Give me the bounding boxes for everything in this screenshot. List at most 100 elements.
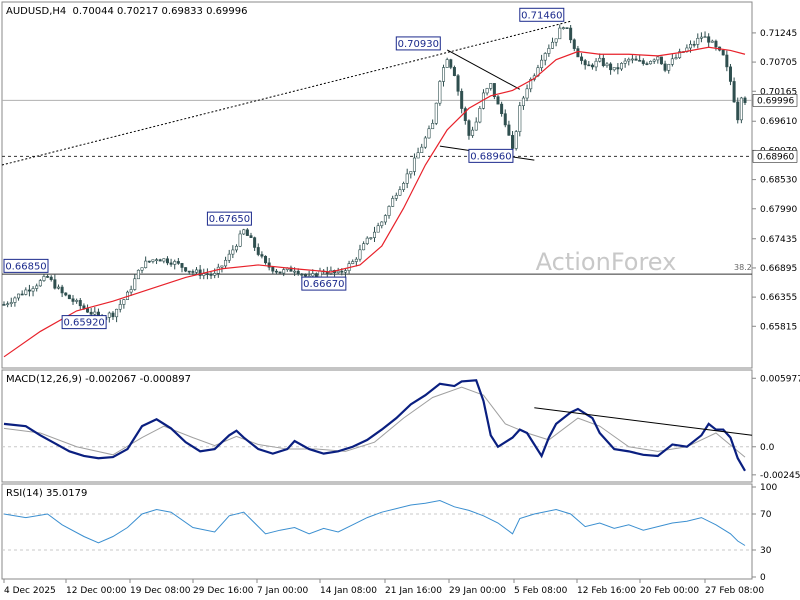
candle-body: [707, 36, 711, 43]
price-annotation-label: 0.68960: [470, 151, 511, 162]
x-axis-tick-label: 19 Dec 08:00: [130, 586, 191, 596]
rsi-tick-label: 100: [760, 483, 777, 493]
candle-body: [616, 67, 620, 70]
candle-body: [663, 63, 667, 71]
x-axis-labels: 4 Dec 2025 12 Dec 00:00 19 Dec 08:00 29 Dec…: [3, 579, 764, 596]
candle-body: [64, 292, 68, 296]
candle-body: [86, 308, 90, 313]
candle-body: [369, 237, 373, 239]
candle-body: [569, 27, 573, 41]
candle-body: [550, 41, 554, 49]
candle-body: [60, 286, 64, 294]
candle-body: [220, 265, 224, 268]
candle-body: [627, 58, 631, 62]
candle-body: [144, 260, 148, 268]
candle-body: [264, 255, 268, 264]
macd-tick-label: -0.00245: [760, 471, 800, 481]
x-axis-tick-label: 7 Jan 00:00: [257, 586, 309, 596]
x-axis-tick-label: 20 Feb 00:00: [640, 586, 699, 596]
price-annotation-box: [468, 148, 514, 163]
candle-body: [213, 273, 217, 276]
candle-body: [678, 51, 682, 58]
price-tick-label: 0.65815: [760, 322, 797, 332]
candle-body: [656, 56, 660, 61]
rsi-tick-label: 70: [760, 510, 772, 520]
candle-body: [184, 267, 188, 272]
price-annotation-box: [519, 7, 565, 22]
candle-body: [9, 302, 13, 305]
candle-body: [445, 59, 449, 68]
candle-body: [594, 60, 598, 68]
candle-body: [245, 229, 249, 236]
price-tick-label: 0.70165: [760, 87, 797, 97]
candle-body: [416, 152, 420, 159]
candle-body: [271, 266, 275, 272]
candle-body: [580, 56, 584, 61]
candle-body: [583, 60, 587, 66]
rsi-title: RSI(14) 35.0179: [6, 488, 87, 499]
candle-body: [689, 43, 693, 49]
price-tick-label: 0.67990: [760, 205, 797, 215]
candle-body: [42, 276, 46, 281]
candle-body: [202, 273, 206, 276]
candle-body: [365, 237, 369, 244]
macd-panel-frame: [1, 369, 753, 483]
x-axis-tick-label: 14 Jan 08:00: [320, 586, 377, 596]
candle-body: [547, 48, 551, 54]
candle-body: [412, 157, 416, 172]
candle-body: [274, 270, 278, 273]
macd-tick-label: 0.0: [760, 443, 775, 453]
macd-signal-line: [3, 386, 746, 458]
candle-body: [598, 57, 602, 62]
candle-body: [540, 59, 544, 69]
candle-body: [253, 237, 257, 248]
candle-body: [314, 273, 318, 278]
candle-body: [576, 48, 580, 58]
candle-body: [38, 280, 42, 287]
candle-body: [169, 262, 173, 265]
candle-body: [721, 49, 725, 56]
candle-body: [452, 67, 456, 76]
rising-trendline: [1, 20, 571, 166]
candle-body: [231, 249, 235, 255]
candle-body: [296, 270, 300, 275]
candle-body: [303, 274, 307, 277]
candle-body: [227, 253, 231, 261]
price-tick-label: 0.70705: [760, 58, 797, 68]
candle-body: [674, 57, 678, 60]
candle-body: [173, 261, 177, 265]
candle-body: [507, 124, 511, 136]
candle-body: [111, 312, 115, 318]
candle-body: [427, 128, 431, 139]
rsi-panel: RSI(14) 35.0179: [1, 483, 753, 580]
candle-body: [383, 215, 387, 223]
candle-body: [500, 103, 504, 115]
price-tick-label: 0.68530: [760, 176, 797, 186]
candle-body: [31, 288, 35, 292]
candle-body: [503, 113, 507, 126]
x-axis-tick-label: 4 Dec 2025: [4, 586, 56, 596]
candle-body: [572, 39, 576, 49]
candle-body: [456, 75, 460, 92]
candle-body: [118, 304, 122, 310]
candle-body: [311, 273, 315, 277]
price-annotation-box: [3, 258, 49, 273]
macd-trendline: [534, 407, 753, 436]
candle-body: [409, 171, 413, 175]
candle-body: [155, 259, 159, 261]
candle-body: [525, 88, 529, 99]
price-annotation-box: [301, 276, 347, 291]
price-annotation-label: 0.66850: [5, 261, 46, 272]
candle-body: [619, 63, 623, 70]
candle-body: [405, 173, 409, 184]
candle-body: [260, 254, 264, 257]
candle-body: [634, 58, 638, 61]
candle-body: [612, 67, 616, 71]
price-tick-label: 0.71245: [760, 29, 797, 39]
candle-body: [623, 60, 627, 64]
candle-body: [728, 66, 732, 82]
macd-panel: MACD(12,26,9) -0.002067 -0.000897: [1, 369, 753, 483]
candle-body: [398, 189, 402, 196]
candle-body: [151, 259, 155, 262]
